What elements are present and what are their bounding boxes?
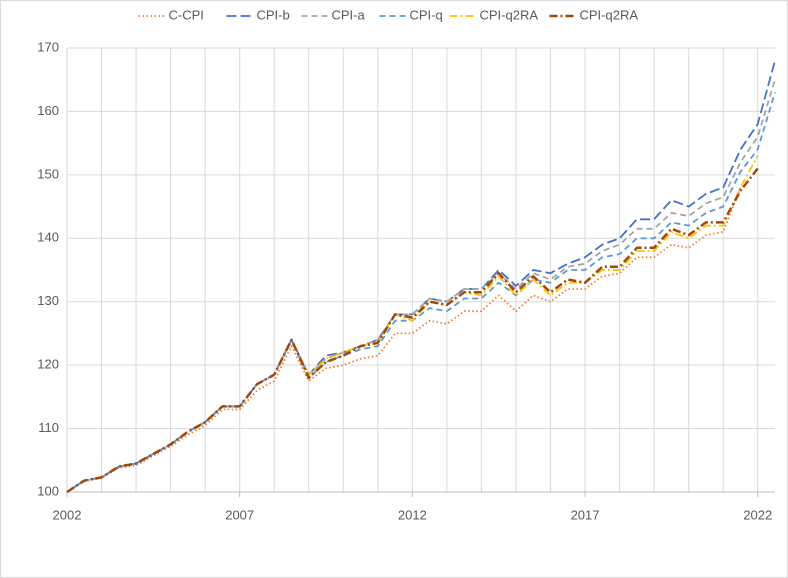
y-tick-label: 150: [37, 166, 59, 181]
legend: C-CPI CPI-b CPI-a CPI-q CPI-q2RA CPI-q2RA: [138, 7, 639, 22]
legend-label: CPI-q2RA: [480, 7, 539, 22]
y-tick-label: 110: [38, 420, 59, 435]
x-tick-label: 2022: [743, 507, 772, 522]
legend-label: C-CPI: [169, 7, 204, 22]
axes: 100 110 120 130 140 150 160 170 2002 2007 2012 2017…: [37, 39, 775, 522]
y-tick-label: 120: [37, 357, 59, 372]
legend-label: CPI-q: [410, 7, 443, 22]
series-line: [66, 167, 759, 494]
y-tick-label: 160: [37, 103, 59, 118]
legend-label: CPI-q2RA: [580, 7, 639, 22]
x-tick-label: 2017: [571, 507, 600, 522]
x-tick-label: 2012: [398, 507, 427, 522]
y-tick-label: 130: [37, 293, 59, 308]
x-tick-label: 2007: [225, 507, 254, 522]
y-tick-label: 140: [37, 230, 59, 245]
y-tick-label: 170: [37, 39, 59, 54]
y-tick-label: 100: [37, 483, 59, 498]
legend-label: CPI-a: [332, 7, 366, 22]
series-line: [66, 187, 742, 493]
x-tick-label: 2002: [53, 507, 82, 522]
lines: [66, 60, 776, 494]
legend-label: CPI-b: [257, 7, 290, 22]
